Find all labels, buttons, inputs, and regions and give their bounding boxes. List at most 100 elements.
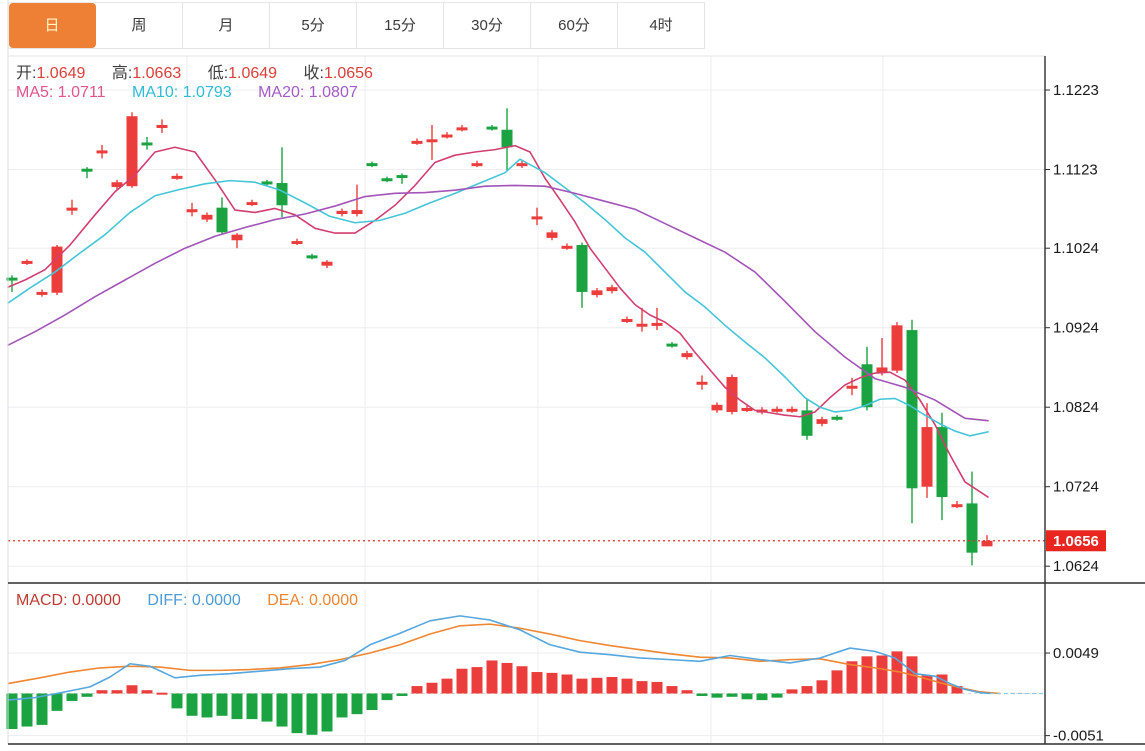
y-axis-tick-label: 1.1024 <box>1053 240 1099 257</box>
candle-body <box>66 207 78 211</box>
candle-body <box>426 139 438 143</box>
macd-lines <box>7 615 1043 701</box>
macd-bar <box>156 692 168 695</box>
candle-body <box>411 140 423 144</box>
candle-body <box>306 255 318 259</box>
macd-bar <box>111 690 123 694</box>
open-label: 开: <box>16 65 37 82</box>
low-label: 低: <box>207 65 229 82</box>
macd-bar <box>486 660 498 694</box>
candle-body <box>636 323 648 327</box>
candle-body <box>876 367 888 373</box>
tab-60min[interactable]: 60分 <box>531 3 618 48</box>
macd-bar <box>456 668 468 694</box>
macd-bar <box>951 686 963 694</box>
tab-5min[interactable]: 5分 <box>270 3 357 48</box>
candle-body <box>111 182 123 187</box>
tab-month[interactable]: 月 <box>183 3 270 48</box>
macd-bar <box>336 693 348 718</box>
tab-week[interactable]: 周 <box>96 3 183 48</box>
candle-body <box>96 150 108 154</box>
candle-body <box>471 163 483 167</box>
current-price-badge <box>1046 530 1106 552</box>
macd-bar <box>306 693 318 735</box>
candle-body <box>606 287 618 292</box>
candle-body <box>771 408 783 412</box>
macd-bar <box>891 651 903 694</box>
ma-lines <box>7 144 989 498</box>
y-axis-tick-label: 1.0724 <box>1053 479 1099 496</box>
candle-body <box>576 245 588 292</box>
macd-bar <box>246 693 258 720</box>
macd-bar <box>216 693 228 716</box>
macd-bar <box>921 675 933 694</box>
macd-bar <box>291 693 303 734</box>
candlestick-series <box>6 108 993 566</box>
low-value: 1.0649 <box>228 65 278 82</box>
y-axis-tick-label: 1.0924 <box>1053 320 1099 337</box>
candle-body <box>786 408 798 412</box>
macd-bar <box>261 693 273 722</box>
macd-bar <box>651 681 663 694</box>
macd-bar <box>636 681 648 694</box>
macd-bar <box>756 693 768 701</box>
macd-bar <box>126 685 138 694</box>
macd-label: MACD: <box>16 592 68 609</box>
ma-line-ma5 <box>7 144 989 498</box>
macd-bar <box>6 693 18 730</box>
macd-bar <box>426 682 438 694</box>
high-label: 高: <box>111 65 133 82</box>
macd-legend: MACD: 0.0000 DIFF: 0.0000 DEA: 0.0000 <box>16 592 380 610</box>
candle-body <box>6 277 18 281</box>
candle-body <box>591 290 603 296</box>
ma20-label: MA20: <box>258 84 305 101</box>
candle-body <box>651 322 663 326</box>
macd-bar <box>696 693 708 696</box>
candle-body <box>441 134 453 138</box>
macd-bar <box>561 674 573 694</box>
ma20-value: 1.0807 <box>308 84 358 101</box>
macd-bar <box>546 672 558 694</box>
macd-bar <box>516 666 528 694</box>
macd-bar <box>66 693 78 701</box>
candle-body <box>261 181 273 185</box>
diff-label: DIFF: <box>147 592 188 609</box>
candle-body <box>891 325 903 371</box>
y-axis-main: 1.1223 1.1123 1.1024 1.0924 1.0824 1.0724 1.06… <box>1045 82 1099 575</box>
candle-body <box>36 291 48 295</box>
candle-body <box>831 416 843 420</box>
candle-body <box>21 260 33 264</box>
candle-body <box>156 124 168 128</box>
macd-bar <box>96 690 108 694</box>
candle-body <box>351 210 363 215</box>
candle-body <box>936 427 948 498</box>
y-axis-tick-label: 1.1123 <box>1053 162 1098 179</box>
ma-legend: MA5: 1.0711 MA10: 1.0793 MA20: 1.0807 <box>16 84 380 102</box>
candle-body <box>246 202 258 206</box>
macd-bar <box>726 693 738 697</box>
y-axis-tick-label: 0.0049 <box>1053 645 1099 662</box>
tab-4hour[interactable]: 4时 <box>618 3 705 48</box>
macd-bar <box>861 656 873 694</box>
y-axis-tick-label: 1.0624 <box>1053 558 1099 575</box>
tab-15min[interactable]: 15分 <box>357 3 444 48</box>
current-price-badge-text: 1.0656 <box>1053 533 1099 550</box>
macd-bar <box>741 693 753 700</box>
macd-value: 0.0000 <box>72 592 121 609</box>
tab-day[interactable]: 日 <box>9 3 96 48</box>
macd-bar <box>441 678 453 694</box>
macd-bar <box>321 693 333 732</box>
tab-30min[interactable]: 30分 <box>444 3 531 48</box>
macd-bar <box>576 678 588 694</box>
ma10-value: 1.0793 <box>182 84 232 101</box>
macd-bar <box>231 693 243 720</box>
macd-bar <box>501 662 513 694</box>
y-axis-macd: 0.0049 -0.0051 <box>1045 645 1104 745</box>
candle-body <box>231 234 243 241</box>
candle-body <box>726 376 738 412</box>
candle-body <box>621 318 633 322</box>
gridlines <box>8 56 1045 744</box>
candle-body <box>981 540 993 547</box>
candle-body <box>336 210 348 215</box>
